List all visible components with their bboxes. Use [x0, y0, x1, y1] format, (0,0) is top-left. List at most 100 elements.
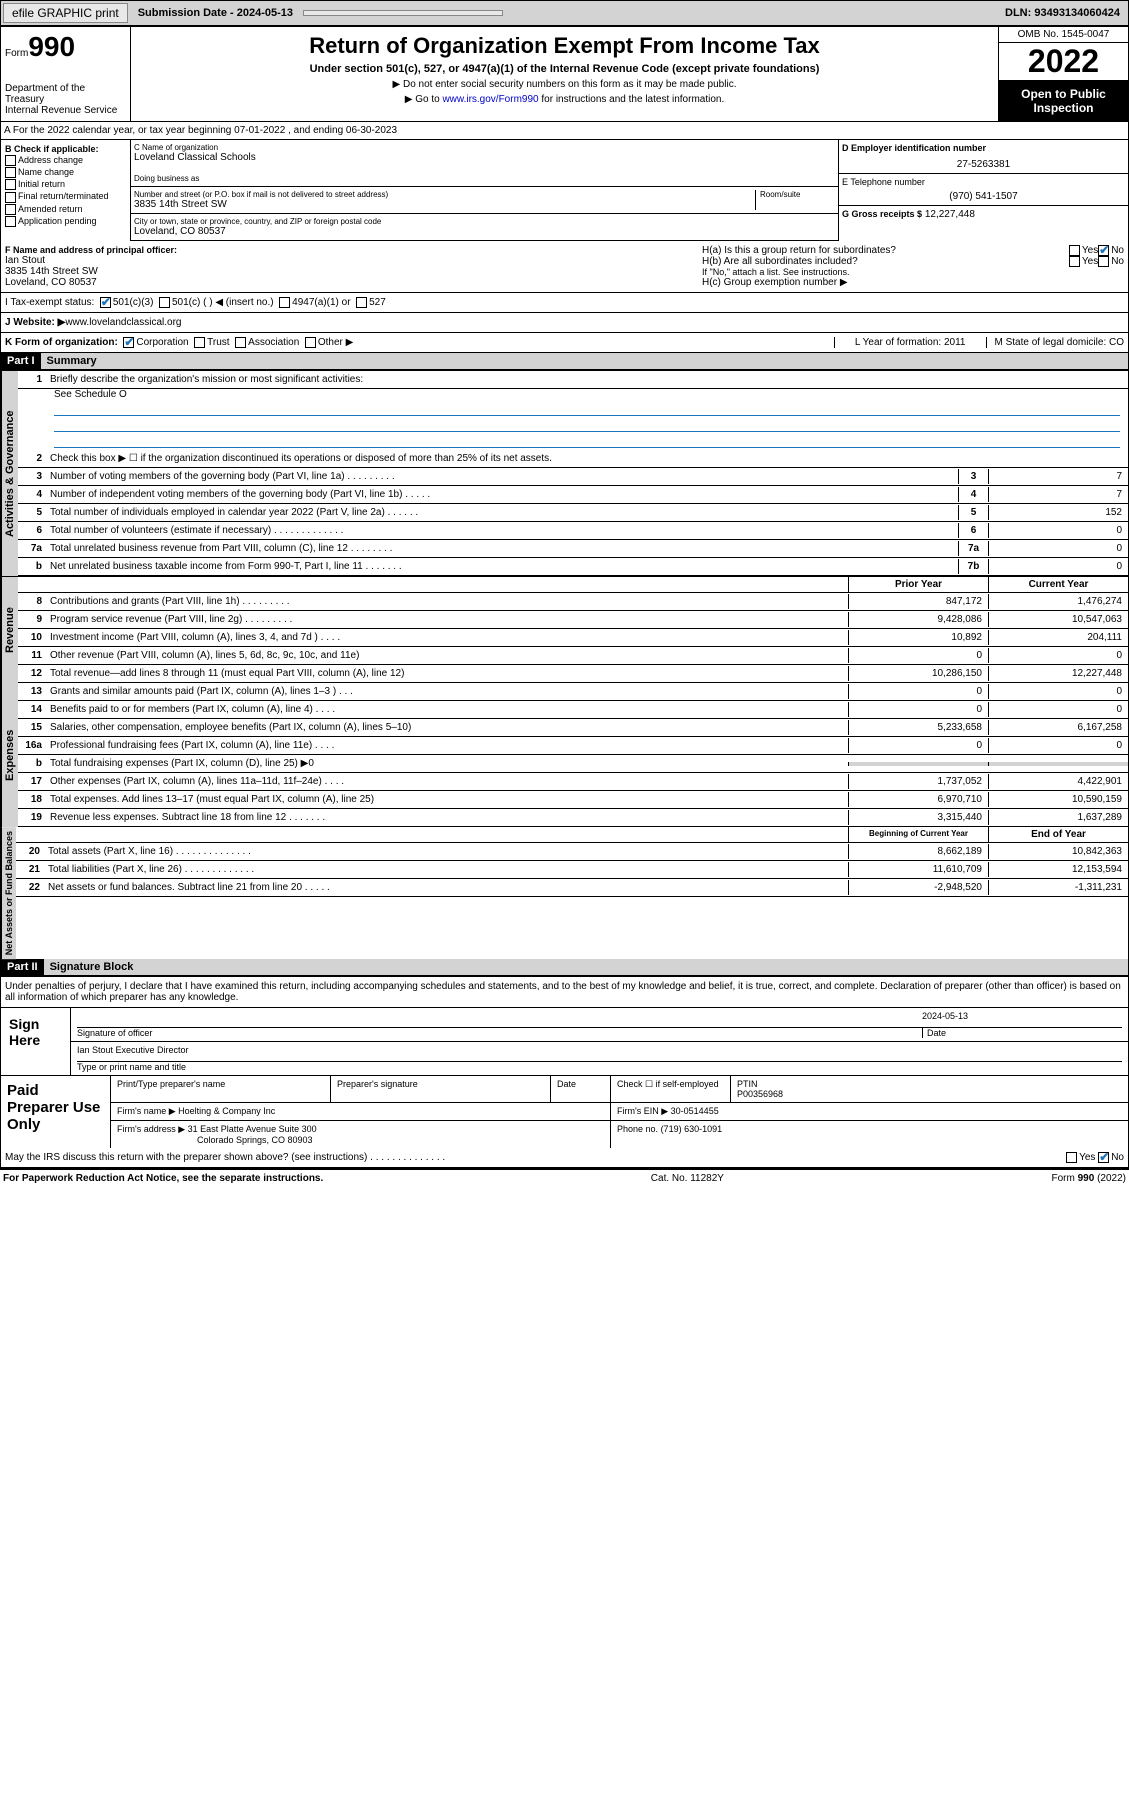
line2-desc: Check this box ▶ ☐ if the organization d… [46, 451, 1128, 466]
cb-501c[interactable] [159, 297, 170, 308]
website-link[interactable]: www.lovelandclassical.org [65, 317, 181, 328]
efile-button[interactable]: efile GRAPHIC print [3, 3, 128, 23]
cb-4947[interactable] [279, 297, 290, 308]
part2-header-row: Part II Signature Block [1, 959, 1128, 977]
note-link: ▶ Go to www.irs.gov/Form990 for instruct… [137, 94, 992, 105]
officer-name: Ian Stout Executive Director [77, 1045, 189, 1055]
table-row: 18Total expenses. Add lines 13–17 (must … [18, 791, 1128, 809]
cb-527[interactable] [356, 297, 367, 308]
footer-mid: Cat. No. 11282Y [323, 1173, 1051, 1184]
may-irs-yes[interactable] [1066, 1152, 1077, 1163]
table-row: 21Total liabilities (Part X, line 26) . … [16, 861, 1128, 879]
cb-name-change[interactable]: Name change [5, 167, 126, 178]
irs-link[interactable]: www.irs.gov/Form990 [442, 94, 538, 105]
tel-value: (970) 541-1507 [842, 191, 1125, 202]
table-row: 19Revenue less expenses. Subtract line 1… [18, 809, 1128, 827]
table-row: bTotal fundraising expenses (Part IX, co… [18, 755, 1128, 773]
table-row: 4Number of independent voting members of… [18, 486, 1128, 504]
row-i-tax-status: I Tax-exempt status: 501(c)(3) 501(c) ( … [0, 293, 1129, 313]
firm-name-label: Firm's name ▶ [117, 1106, 176, 1116]
gross-value: 12,227,448 [925, 209, 975, 220]
table-row: 17Other expenses (Part IX, column (A), l… [18, 773, 1128, 791]
cb-corp[interactable] [123, 337, 134, 348]
cb-501c3[interactable] [100, 297, 111, 308]
col-b-heading: B Check if applicable: [5, 144, 126, 154]
block-bcde: B Check if applicable: Address change Na… [0, 140, 1129, 241]
submission-date: Submission Date - 2024-05-13 [130, 5, 301, 21]
ptin-value: P00356968 [737, 1089, 783, 1099]
k-label: K Form of organization: [5, 337, 118, 348]
table-row: 15Salaries, other compensation, employee… [18, 719, 1128, 737]
self-emp-check[interactable]: Check ☐ if self-employed [611, 1076, 731, 1102]
form-subtitle: Under section 501(c), 527, or 4947(a)(1)… [137, 63, 992, 75]
omb-number: OMB No. 1545-0047 [999, 27, 1128, 43]
hb-label: H(b) Are all subordinates included? [702, 256, 1069, 267]
org-city: Loveland, CO 80537 [134, 226, 835, 237]
hb-yes[interactable] [1069, 256, 1080, 267]
revenue-section: Revenue Prior YearCurrent Year 8Contribu… [1, 576, 1128, 683]
ein-value: 27-5263381 [842, 159, 1125, 170]
f-label: F Name and address of principal officer: [5, 245, 694, 255]
sig-date: 2024-05-13 [922, 1011, 1122, 1021]
line1-desc: Briefly describe the organization's miss… [46, 372, 1128, 387]
hc-label: H(c) Group exemption number ▶ [702, 277, 1124, 288]
hb-no[interactable] [1098, 256, 1109, 267]
cb-address-change[interactable]: Address change [5, 155, 126, 166]
org-name: Loveland Classical Schools [134, 152, 835, 163]
note-ssn: ▶ Do not enter social security numbers o… [137, 79, 992, 90]
firm-addr-label: Firm's address ▶ [117, 1124, 185, 1134]
signature-block: Under penalties of perjury, I declare th… [0, 977, 1129, 1169]
cb-trust[interactable] [194, 337, 205, 348]
f-addr2: Loveland, CO 80537 [5, 277, 694, 288]
org-name-label: C Name of organization [134, 143, 835, 152]
paid-preparer-label: Paid Preparer Use Only [1, 1076, 111, 1148]
ha-no[interactable] [1098, 245, 1109, 256]
table-row: bNet unrelated business taxable income f… [18, 558, 1128, 576]
form-label: Form [5, 48, 28, 59]
underline-2 [54, 418, 1120, 432]
sign-here-label: Sign Here [1, 1008, 71, 1075]
part2-header: Part II [1, 959, 44, 976]
ha-label: H(a) Is this a group return for subordin… [702, 245, 1069, 256]
cb-final-return[interactable]: Final return/terminated [5, 191, 126, 202]
activities-governance-section: Activities & Governance 1Briefly describ… [1, 371, 1128, 576]
prep-sig-label: Preparer's signature [331, 1076, 551, 1102]
l-year: L Year of formation: 2011 [834, 337, 986, 348]
blank-button[interactable] [303, 10, 503, 16]
expenses-section: Expenses 13Grants and similar amounts pa… [1, 683, 1128, 827]
ptin-label: PTIN [737, 1079, 758, 1089]
ein-label: D Employer identification number [842, 143, 1125, 153]
table-row: 6Total number of volunteers (estimate if… [18, 522, 1128, 540]
ha-yes[interactable] [1069, 245, 1080, 256]
cb-amended-return[interactable]: Amended return [5, 204, 126, 215]
vert-exp: Expenses [1, 683, 18, 827]
name-title-label: Type or print name and title [77, 1061, 1122, 1072]
na-col-header: Beginning of Current YearEnd of Year [16, 827, 1128, 843]
tel-label: E Telephone number [842, 177, 1125, 187]
table-row: 3Number of voting members of the governi… [18, 468, 1128, 486]
dept-label: Department of the Treasury Internal Reve… [5, 83, 126, 116]
table-row: 14Benefits paid to or for members (Part … [18, 701, 1128, 719]
firm-addr1: 31 East Platte Avenue Suite 300 [188, 1124, 317, 1134]
firm-ein-label: Firm's EIN ▶ [617, 1106, 668, 1116]
f-addr1: 3835 14th Street SW [5, 266, 694, 277]
table-row: 20Total assets (Part X, line 16) . . . .… [16, 843, 1128, 861]
vert-rev: Revenue [1, 577, 18, 683]
table-row: 5Total number of individuals employed in… [18, 504, 1128, 522]
form-header: Form990 Department of the Treasury Inter… [0, 26, 1129, 122]
may-irs-no[interactable] [1098, 1152, 1109, 1163]
cb-application-pending[interactable]: Application pending [5, 216, 126, 227]
cb-assoc[interactable] [235, 337, 246, 348]
footer: For Paperwork Reduction Act Notice, see … [0, 1169, 1129, 1187]
vert-na: Net Assets or Fund Balances [1, 827, 16, 959]
footer-right: Form 990 (2022) [1052, 1173, 1126, 1184]
form-number: 990 [28, 31, 75, 62]
org-address: 3835 14th Street SW [134, 199, 755, 210]
cb-other[interactable] [305, 337, 316, 348]
phone-label: Phone no. [617, 1124, 658, 1134]
row-f-officer: F Name and address of principal officer:… [0, 241, 1129, 293]
dba-label: Doing business as [134, 174, 835, 183]
top-bar: efile GRAPHIC print Submission Date - 20… [0, 0, 1129, 26]
cb-initial-return[interactable]: Initial return [5, 179, 126, 190]
part1-title: Summary [41, 353, 1128, 370]
